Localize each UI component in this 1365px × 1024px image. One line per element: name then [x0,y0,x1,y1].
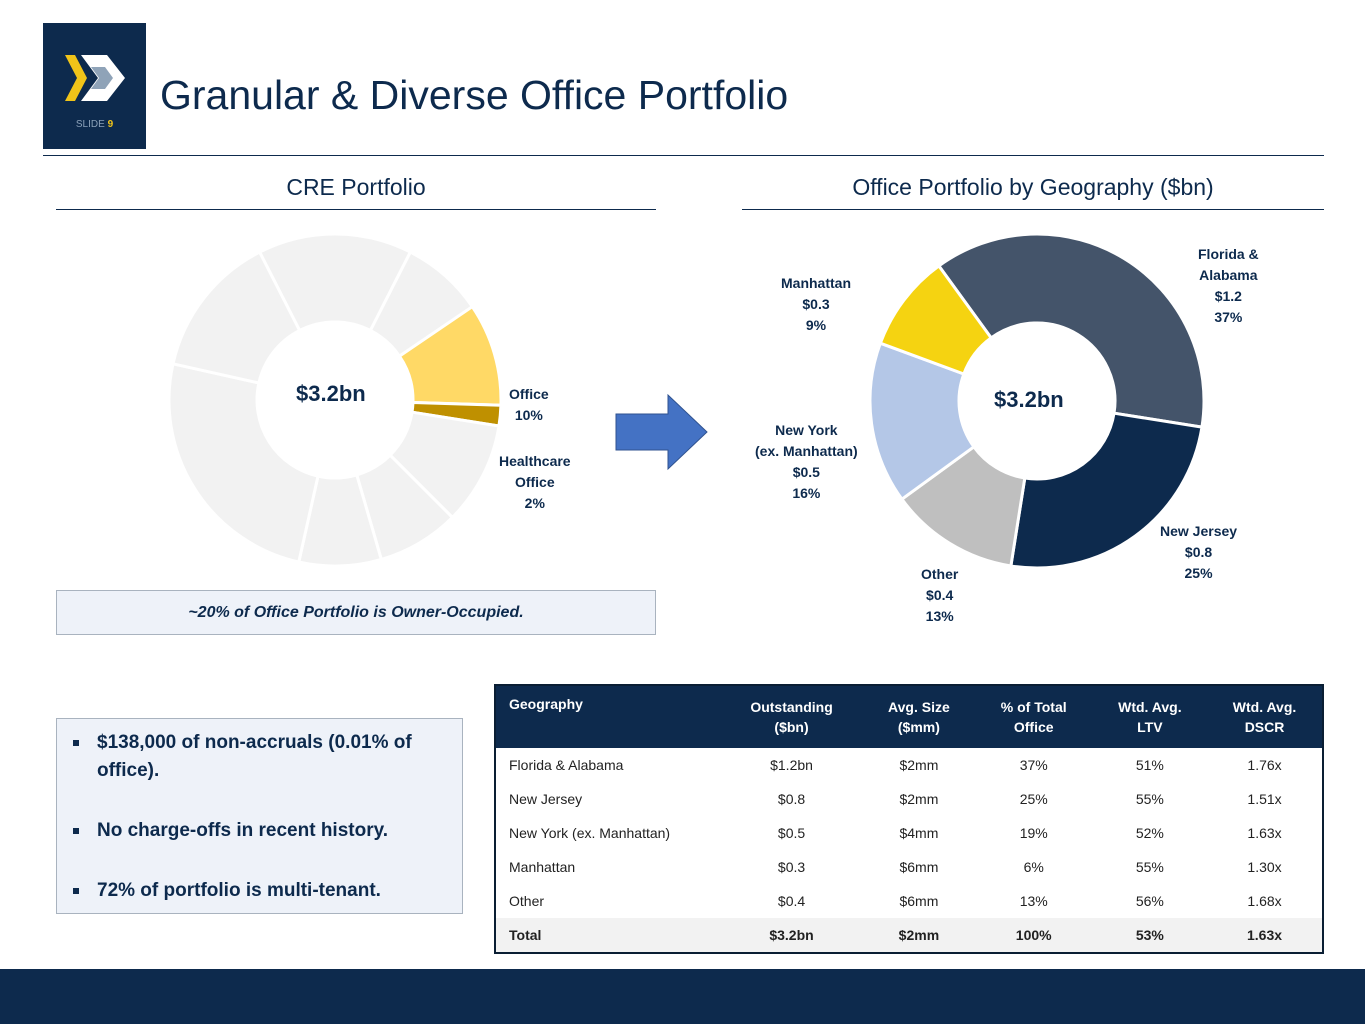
col-geography: Geography [495,685,720,748]
table-total-row: Total $3.2bn $2mm 100% 53% 1.63x [495,918,1323,953]
table-cell: $2mm [899,791,939,807]
geography-title-divider [742,209,1324,210]
table-cell: 13% [1019,893,1048,909]
cre-slice-segment [171,250,302,385]
table-cell: 19% [1019,825,1048,841]
geography-slice-new-jersey [1009,411,1204,570]
right-arrow-icon [615,393,708,471]
table-cell: Manhattan [509,859,576,875]
footer-band [0,969,1365,1024]
other-slice-label: Other $0.4 13% [921,566,959,624]
table-cell: New Jersey [509,791,583,807]
geography-donut-chart [868,232,1206,570]
owner-occupied-note: ~20% of Office Portfolio is Owner-Occupi… [56,590,656,635]
table-cell: $6mm [899,893,939,909]
logo-mark-icon [65,55,125,101]
highlights-box: $138,000 of non-accruals (0.01% of offic… [56,718,463,914]
table-row: Florida & Alabama $1.2bn $2mm 37% 51% 1.… [495,748,1323,782]
table-header-row: Geography Outstanding ($bn) Avg. Size ($mm… [495,685,1323,748]
geography-table: Geography Outstanding ($bn) Avg. Size ($mm… [494,684,1324,954]
table-cell: 1.63x [1207,918,1323,953]
table-cell: $4mm [899,825,939,841]
table-cell: 1.51x [1247,791,1282,807]
new-jersey-slice-label: New Jersey $0.8 25% [1160,523,1238,581]
table-row: New Jersey $0.8 $2mm 25% 55% 1.51x [495,782,1323,816]
florida-slice-label: Florida & Alabama $1.2 37% [1198,246,1259,325]
table-cell: 1.30x [1247,859,1282,875]
table-cell: Florida & Alabama [509,757,624,773]
manhattan-slice-label: Manhattan $0.3 9% [781,275,851,333]
table-cell: 6% [1023,859,1044,875]
table-cell: New York (ex. Manhattan) [509,825,671,841]
col-avg-size: Avg. Size ($mm) [863,685,975,748]
geography-slice-florida-alabama [936,232,1206,429]
col-outstanding: Outstanding ($bn) [720,685,864,748]
slide-number: SLIDE 9 [75,119,114,130]
bullet-item: No charge-offs in recent history. [73,817,450,845]
bullet-item: 72% of portfolio is multi-tenant. [73,877,450,905]
page-title: Granular & Diverse Office Portfolio [160,72,789,118]
table-row: New York (ex. Manhattan) $0.5 $4mm 19% 5… [495,816,1323,850]
table-cell: Other [509,893,545,909]
table-cell: Total [495,918,720,953]
table-cell: 100% [974,918,1093,953]
table-row: Other $0.4 $6mm 13% 56% 1.68x [495,884,1323,918]
new-york-slice-label: New York (ex. Manhattan) $0.5 16% [755,422,858,501]
cre-slice-segment [167,361,320,564]
geography-slice-new-york-ex-manhattan [868,341,976,502]
title-divider [43,155,1324,156]
table-cell: 52% [1135,825,1164,841]
table-cell: 25% [1019,791,1048,807]
table-cell: 56% [1135,893,1164,909]
geography-chart-title: Office Portfolio by Geography ($bn) [852,174,1214,200]
table-cell: $6mm [899,859,939,875]
table-cell: 55% [1135,859,1164,875]
geography-slice-manhattan [878,263,994,376]
col-dscr: Wtd. Avg. DSCR [1207,685,1323,748]
cre-portfolio-title: CRE Portfolio [286,174,426,200]
cre-donut-chart [167,232,503,568]
table-cell: $2mm [863,918,975,953]
col-pct-total: % of Total Office [974,685,1093,748]
cre-title-divider [56,209,656,210]
cre-slice-segment [257,232,413,333]
table-cell: $0.5 [777,825,806,841]
geography-center-value: $3.2bn [994,387,1064,412]
table-row: Manhattan $0.3 $6mm 6% 55% 1.30x [495,850,1323,884]
table-cell: 53% [1092,918,1208,953]
table-cell: $0.3 [777,859,806,875]
table-cell: 1.63x [1247,825,1282,841]
office-slice-label: Office 10% [509,386,549,423]
table-cell: 51% [1135,757,1164,773]
table-cell: 37% [1019,757,1048,773]
table-cell: $3.2bn [720,918,864,953]
table-cell: $0.8 [777,791,806,807]
table-cell: 55% [1135,791,1164,807]
brand-logo: SLIDE 9 [43,23,146,149]
table-cell: 1.68x [1247,893,1282,909]
cre-center-value: $3.2bn [296,381,366,406]
table-cell: $2mm [899,757,939,773]
healthcare-slice-label: Healthcare Office 2% [499,453,571,511]
table-cell: $1.2bn [770,757,813,773]
bullet-item: $138,000 of non-accruals (0.01% of offic… [73,729,450,785]
col-ltv: Wtd. Avg. LTV [1092,685,1208,748]
table-cell: $0.4 [777,893,806,909]
table-cell: 1.76x [1247,757,1282,773]
